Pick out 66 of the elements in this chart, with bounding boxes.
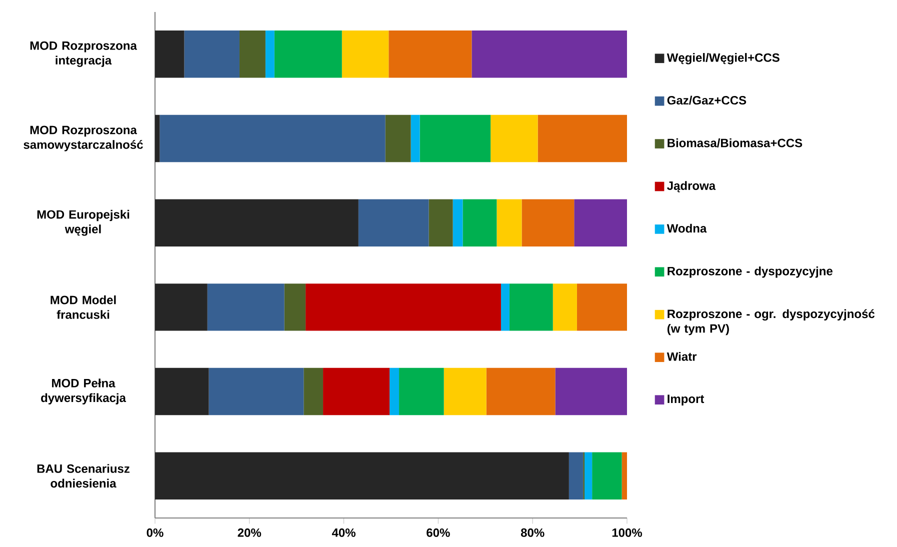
bar [390,368,400,416]
legend-label: Jądrowa [667,181,716,192]
bar [576,284,627,331]
bar [584,452,592,500]
bar [274,30,342,78]
bar [155,368,209,416]
y-tick-label: BAU Scenariusz odniesienia [37,464,130,488]
legend-label: Rozproszone - ogr. dyspozycyjność (w tym PV) [667,309,875,336]
bar [342,30,389,78]
y-tick-label: MOD Rozproszona integracja [30,41,138,67]
bar [538,114,627,162]
bar [155,284,208,331]
bar [306,284,501,331]
x-tick-label: 20% [238,528,262,537]
bar [568,452,584,500]
bar [592,452,622,500]
bar [184,30,240,78]
bar [155,452,569,500]
bar [444,368,486,416]
bar [265,30,274,78]
bar [155,114,160,162]
bar [462,199,497,246]
bar [486,368,556,416]
bar [472,30,627,78]
bar [388,30,472,78]
legend-label: Rozproszone - dyspozycyjne [668,266,832,278]
bar [420,114,491,162]
bar [239,30,266,78]
legend-label: Wodna [666,224,707,233]
bar [155,30,184,78]
legend-label: Wiatr [666,352,697,361]
x-tick-label: 60% [426,528,450,537]
bar [284,284,306,331]
x-tick-label: 80% [520,528,544,537]
bar [622,452,627,500]
bar [208,368,304,416]
bar [358,199,429,246]
bar [452,199,463,246]
bar [490,114,538,162]
bar [385,114,411,162]
y-tick-label: MOD Pełna dywersyfikacja [41,378,126,404]
bar [323,368,390,416]
bar [155,199,358,246]
legend-label: Biomasa/Biomasa+CCS [668,138,802,148]
y-tick-label: MOD Rozproszona samowystarczalność [24,126,143,152]
bar [207,284,284,331]
bar [410,114,420,162]
bar [555,368,627,416]
x-tick-label: 100% [612,528,642,537]
legend-label: Gaz/Gaz+CCS [667,96,746,105]
bar [574,199,627,246]
bar [509,284,553,331]
y-tick-label: MOD Europejski węgiel [37,210,130,236]
bar [496,199,522,246]
bar [304,368,324,416]
legend-label: Węgiel/Węgiel+CCS [666,53,780,64]
legend-label: Import [668,394,704,406]
x-tick-label: 40% [332,528,356,537]
y-tick-label: MOD Model francuski [50,295,116,319]
bar [552,284,577,331]
bar [428,199,453,246]
bar [399,368,444,416]
bar [500,284,510,331]
bar [160,114,386,162]
x-tick-label: 0% [146,528,164,537]
bar [522,199,574,246]
